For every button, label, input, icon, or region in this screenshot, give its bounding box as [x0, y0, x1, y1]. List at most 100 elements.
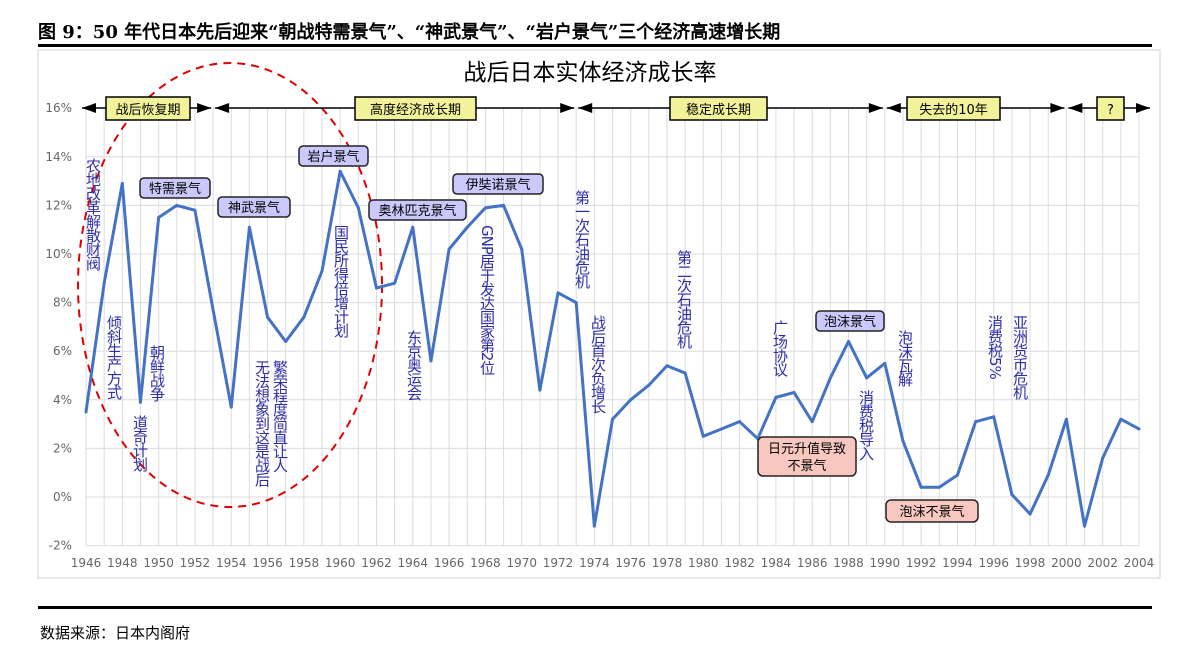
data-point: [465, 225, 469, 229]
boom-label: 奥林匹克景气: [378, 203, 456, 219]
boom-label-box: [217, 196, 291, 218]
data-point: [1064, 417, 1068, 421]
x-tick-label: 1950: [143, 556, 174, 570]
x-tick-label: 1992: [906, 556, 937, 570]
boom-label: 特需景气: [149, 181, 201, 197]
x-tick-label: 1982: [724, 556, 755, 570]
data-point: [138, 400, 142, 404]
period-label: 高度经济成长期: [370, 102, 461, 118]
period-label-box: [354, 96, 477, 121]
x-tick-label: 1960: [325, 556, 356, 570]
boom-label-box: [139, 177, 211, 199]
period-label-box: [906, 96, 1001, 121]
x-tick-label: 1978: [652, 556, 683, 570]
period-label: 稳定成长期: [686, 102, 751, 118]
event-label: 无法想象到这是战后: [253, 360, 271, 487]
x-tick-label: 2000: [1051, 556, 1082, 570]
data-point: [175, 203, 179, 207]
data-point: [1101, 456, 1105, 460]
x-tick-label: 1958: [289, 556, 320, 570]
event-label: 道奇计划: [131, 415, 149, 472]
x-tick-label: 1970: [506, 556, 537, 570]
data-point: [302, 315, 306, 319]
x-tick-label: 1962: [361, 556, 392, 570]
x-tick-label: 1984: [761, 556, 792, 570]
chart-title: 战后日本实体经济成长率: [464, 60, 717, 86]
data-point: [120, 182, 124, 186]
data-point: [647, 383, 651, 387]
figure-title: 图 9：50 年代日本先后迎来“朝战特需景气”、“神武景气”、“岩户景气”三个经…: [38, 22, 781, 43]
data-point: [247, 225, 251, 229]
boom-label: 伊奘诺景气: [465, 177, 530, 193]
data-point: [338, 169, 342, 173]
event-label: 农地改革解散财阀: [84, 158, 102, 272]
recession-label-box: [885, 499, 979, 523]
event-label: 消费税导入: [857, 390, 875, 461]
data-point: [792, 391, 796, 395]
x-tick-label: 1974: [579, 556, 610, 570]
data-point: [1119, 417, 1123, 421]
arrow-head-right: [1136, 103, 1150, 113]
data-point: [84, 410, 88, 414]
data-point: [538, 388, 542, 392]
event-label: 国民所得倍增计划: [332, 225, 350, 338]
arrow-head-left: [82, 103, 96, 113]
event-label: 第二次石油危机: [675, 249, 693, 350]
event-label: 第一次石油危机: [573, 189, 591, 290]
data-point: [865, 376, 869, 380]
data-point: [102, 281, 106, 285]
boom-label-box: [368, 199, 467, 221]
data-point: [411, 225, 415, 229]
y-tick-label: 12%: [45, 198, 72, 212]
data-point: [847, 339, 851, 343]
x-tick-label: 1964: [398, 556, 429, 570]
boom-label-box: [815, 310, 885, 332]
x-tick-label: 1990: [870, 556, 901, 570]
data-point: [611, 417, 614, 421]
data-point: [665, 364, 669, 368]
period-label: 战后恢复期: [115, 103, 180, 118]
data-point: [1028, 512, 1032, 516]
data-point: [883, 361, 887, 365]
data-point: [556, 291, 560, 295]
period-label-box: [669, 96, 768, 121]
arrow-head-left: [1068, 103, 1083, 113]
data-point: [229, 405, 233, 409]
data-point: [320, 269, 324, 273]
data-point: [356, 206, 360, 210]
data-point: [974, 420, 978, 424]
event-label: GNP居于发达国家第2位: [478, 225, 496, 376]
x-tick-label: 1946: [71, 556, 102, 570]
source-note: 数据来源：日本内阁府: [40, 624, 191, 642]
period-label-box: [1096, 96, 1125, 121]
data-point: [447, 247, 451, 251]
y-tick-label: -2%: [49, 539, 72, 553]
event-label: 亚洲货币危机: [1011, 315, 1029, 401]
y-tick-label: 16%: [45, 101, 72, 115]
x-tick-label: 1952: [180, 556, 211, 570]
recession-label: 泡沫不景气: [899, 504, 964, 520]
data-point: [992, 415, 996, 419]
x-tick-label: 1948: [107, 556, 138, 570]
period-label: 失去的10年: [919, 102, 988, 118]
arrow-head-left: [886, 103, 901, 113]
y-tick-label: 4%: [53, 393, 72, 407]
top-rule: [38, 44, 1152, 47]
data-point: [211, 308, 215, 312]
x-tick-label: 1954: [216, 556, 247, 570]
y-tick-label: 0%: [53, 490, 72, 504]
data-point: [738, 420, 742, 424]
data-point: [429, 359, 433, 363]
data-point: [574, 301, 578, 305]
x-tick-label: 1988: [833, 556, 864, 570]
y-tick-label: 8%: [53, 296, 72, 310]
y-tick-label: 14%: [45, 150, 72, 164]
data-point: [393, 281, 397, 285]
x-tick-label: 1976: [615, 556, 646, 570]
data-point: [502, 203, 506, 207]
arrow-head-left: [578, 103, 593, 113]
data-point: [1010, 493, 1014, 497]
y-tick-label: 6%: [53, 344, 72, 358]
x-tick-label: 1968: [470, 556, 501, 570]
